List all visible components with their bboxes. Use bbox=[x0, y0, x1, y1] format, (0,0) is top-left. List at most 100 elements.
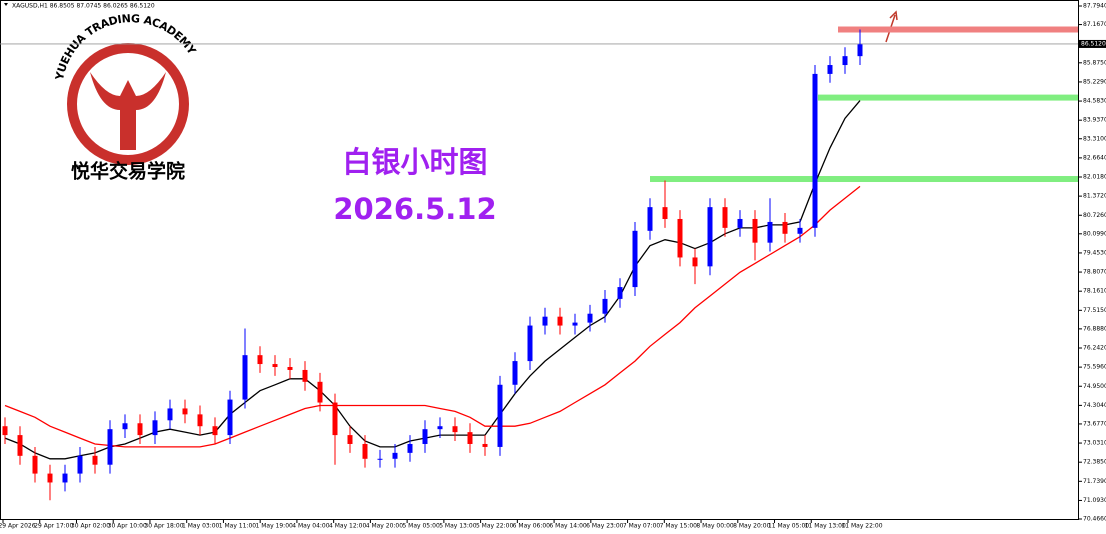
x-tick-label: 4 May 20:00 bbox=[366, 523, 404, 530]
y-tick-label: 77.5150 bbox=[1083, 307, 1106, 314]
candle-body bbox=[647, 207, 653, 231]
x-tick-label: 30 Apr 18:00 bbox=[144, 523, 183, 530]
candle-body bbox=[557, 316, 563, 326]
x-tick-label: 29 Apr 17:00 bbox=[34, 523, 73, 530]
candle-body bbox=[287, 367, 293, 370]
y-tick-label: 82.6640 bbox=[1083, 154, 1106, 161]
candle-body bbox=[437, 426, 443, 430]
x-tick-label: 4 May 04:00 bbox=[292, 523, 330, 530]
y-tick-label: 81.3720 bbox=[1083, 193, 1106, 200]
candle-body bbox=[212, 426, 218, 436]
x-tick-label: 11 May 05:00 bbox=[768, 523, 809, 530]
y-tick-label: 71.0930 bbox=[1083, 497, 1106, 504]
candle-body bbox=[452, 426, 458, 433]
x-tick-label: 8 May 20:00 bbox=[733, 523, 771, 530]
y-tick-label: 87.1670 bbox=[1083, 21, 1106, 28]
candle-body bbox=[362, 443, 368, 459]
candle-body bbox=[842, 56, 848, 66]
candle-body bbox=[572, 322, 578, 326]
candle-body bbox=[182, 408, 188, 415]
logo-mark bbox=[90, 72, 166, 150]
x-tick-label: 5 May 13:00 bbox=[439, 523, 477, 530]
candle-body bbox=[812, 73, 818, 228]
candle-body bbox=[62, 473, 68, 483]
y-tick-label: 74.3040 bbox=[1083, 402, 1106, 409]
y-tick-label: 84.5830 bbox=[1083, 98, 1106, 105]
current-price-box bbox=[1079, 39, 1106, 48]
y-tick-label: 85.2290 bbox=[1083, 78, 1106, 85]
y-tick-label: 75.5960 bbox=[1083, 364, 1106, 371]
candle-body bbox=[152, 420, 158, 436]
x-tick-label: 11 May 13:00 bbox=[805, 523, 846, 530]
candle-body bbox=[482, 443, 488, 447]
candle-body bbox=[392, 452, 398, 459]
candle-body bbox=[197, 414, 203, 427]
candle-body bbox=[707, 207, 713, 267]
level-zone bbox=[838, 26, 1078, 33]
logo-ring bbox=[67, 43, 189, 165]
candle-body bbox=[137, 423, 143, 436]
candle-body bbox=[47, 473, 53, 483]
y-tick-label: 71.7390 bbox=[1083, 478, 1106, 485]
y-tick-label: 80.0990 bbox=[1083, 230, 1106, 237]
candle-body bbox=[827, 65, 833, 74]
candle-body bbox=[77, 455, 83, 474]
y-tick-label: 85.8750 bbox=[1083, 59, 1106, 66]
candle-body bbox=[737, 218, 743, 228]
candle-body bbox=[617, 287, 623, 299]
candle-body bbox=[782, 221, 788, 234]
candle-body bbox=[122, 423, 128, 430]
x-tick-label: 7 May 07:00 bbox=[623, 523, 661, 530]
y-tick-label: 73.0310 bbox=[1083, 440, 1106, 447]
y-tick-label: 76.2420 bbox=[1083, 345, 1106, 352]
candle-body bbox=[272, 364, 278, 368]
candle-body bbox=[92, 455, 98, 465]
moving-average bbox=[4, 185, 861, 448]
y-tick-label: 78.8070 bbox=[1083, 269, 1106, 276]
candle-body bbox=[347, 435, 353, 444]
y-tick-label: 83.3100 bbox=[1083, 135, 1106, 142]
x-tick-label: 6 May 23:00 bbox=[586, 523, 624, 530]
x-tick-label: 7 May 15:00 bbox=[660, 523, 698, 530]
candle-body bbox=[692, 257, 698, 267]
header-icon bbox=[4, 3, 8, 6]
candle-body bbox=[512, 361, 518, 385]
moving-average bbox=[4, 100, 861, 460]
x-tick-label: 1 May 03:00 bbox=[182, 523, 220, 530]
candle-body bbox=[332, 402, 338, 436]
candle-body bbox=[632, 230, 638, 288]
candle-body bbox=[377, 458, 383, 460]
y-tick-label: 83.9370 bbox=[1083, 117, 1106, 124]
y-tick-label: 78.1610 bbox=[1083, 288, 1106, 295]
y-tick-label: 72.3850 bbox=[1083, 459, 1106, 466]
candle-body bbox=[722, 207, 728, 228]
x-tick-label: 8 May 00:00 bbox=[696, 523, 734, 530]
x-tick-label: 11 May 22:00 bbox=[841, 523, 882, 530]
header: XAGUSD,H1 86.8505 87.0745 86.0265 86.512… bbox=[12, 3, 155, 10]
candle-body bbox=[407, 443, 413, 453]
candle-body bbox=[602, 298, 608, 314]
candle-body bbox=[527, 325, 533, 362]
y-tick-label: 87.7940 bbox=[1083, 3, 1106, 10]
y-tick-label: 73.6770 bbox=[1083, 420, 1106, 427]
candle-body bbox=[662, 207, 668, 219]
title: 白银小时图 bbox=[342, 145, 487, 179]
y-tick-label: 76.8880 bbox=[1083, 325, 1106, 332]
candle-body bbox=[857, 44, 863, 57]
candle-body bbox=[302, 369, 308, 382]
x-tick-label: 1 May 11:00 bbox=[219, 523, 257, 530]
current-price-label: 86.5120 bbox=[1081, 40, 1106, 47]
x-tick-label: 1 May 19:00 bbox=[256, 523, 294, 530]
candle-body bbox=[467, 432, 473, 444]
candle-body bbox=[677, 218, 683, 258]
y-tick-label: 82.0180 bbox=[1083, 174, 1106, 181]
candle-body bbox=[752, 218, 758, 243]
x-tick-label: 4 May 12:00 bbox=[329, 523, 367, 530]
candle-body bbox=[497, 384, 503, 447]
x-tick-label: 30 Apr 02:00 bbox=[71, 523, 110, 530]
candle-body bbox=[257, 355, 263, 365]
subtitle: 2026.5.12 bbox=[333, 192, 496, 226]
candle-body bbox=[797, 227, 803, 234]
y-tick-label: 80.7260 bbox=[1083, 212, 1106, 219]
